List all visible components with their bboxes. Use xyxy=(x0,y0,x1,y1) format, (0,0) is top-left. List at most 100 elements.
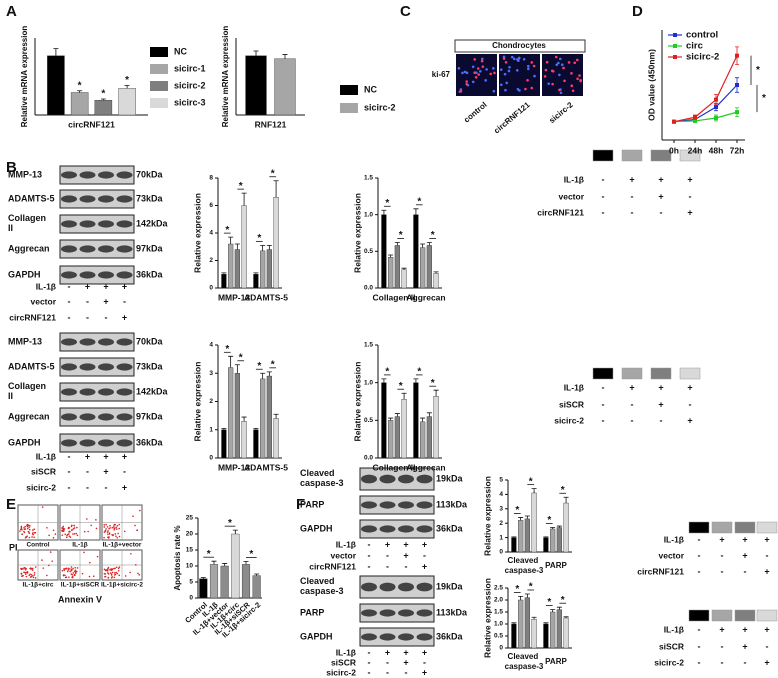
blot-band xyxy=(98,388,114,396)
blot-band xyxy=(361,474,377,484)
error-bar xyxy=(563,496,569,504)
point xyxy=(735,110,739,115)
legend-condition-sign: - xyxy=(689,399,692,409)
blot-label: GAPDH xyxy=(300,523,333,533)
y-tick-label: 25 xyxy=(186,515,194,522)
event xyxy=(31,536,33,538)
cell xyxy=(474,76,478,79)
event xyxy=(26,523,29,526)
legend-swatch xyxy=(679,149,701,162)
event xyxy=(65,567,68,570)
bar xyxy=(413,382,419,459)
y-tick-label: 1.0 xyxy=(364,379,373,386)
legend-marker xyxy=(673,44,677,48)
event xyxy=(75,532,78,535)
blot-band xyxy=(116,338,133,346)
y-tick-label: 6 xyxy=(209,202,213,209)
event xyxy=(21,533,23,535)
cell xyxy=(527,67,530,71)
event xyxy=(73,524,76,527)
legend-swatch xyxy=(734,521,756,534)
event xyxy=(95,519,97,521)
event xyxy=(33,528,36,530)
legend-condition-sign: - xyxy=(698,566,701,576)
bar xyxy=(381,214,387,289)
blot-kda: 36kDa xyxy=(436,523,464,533)
blot-band xyxy=(379,582,396,592)
legend-condition-sign: - xyxy=(602,174,605,184)
event xyxy=(52,529,55,532)
blot-kda: 36kDa xyxy=(136,269,164,279)
panel-letter: B xyxy=(6,159,17,176)
blot xyxy=(59,407,135,427)
condition-sign: - xyxy=(86,312,89,322)
bar xyxy=(388,257,394,289)
y-tick-label: 2 xyxy=(209,257,213,264)
blot-band xyxy=(61,439,77,447)
condition-sign: + xyxy=(385,539,390,549)
cell xyxy=(473,58,476,61)
blot-band xyxy=(79,195,96,203)
y-axis-label: Relative mRNA expression xyxy=(221,26,230,128)
bar xyxy=(253,429,259,459)
cell xyxy=(465,80,468,83)
legend-condition-sign: - xyxy=(631,191,634,201)
event xyxy=(34,531,37,534)
event xyxy=(23,571,25,574)
y-tick-label: 2 xyxy=(499,520,503,527)
blot-band xyxy=(79,245,96,253)
condition-label: siSCR xyxy=(31,466,56,476)
blot-band xyxy=(79,363,96,371)
cell xyxy=(515,69,519,72)
condition-label: vector xyxy=(30,296,56,306)
bar xyxy=(511,623,517,649)
condition-sign: - xyxy=(405,667,408,677)
event xyxy=(72,572,75,574)
cell xyxy=(562,66,565,70)
error-bar xyxy=(531,488,537,493)
event xyxy=(63,569,66,572)
blot-band xyxy=(361,501,377,509)
significance-label: * xyxy=(271,359,275,370)
event xyxy=(29,576,32,578)
legend-swatch xyxy=(592,367,614,380)
point xyxy=(735,53,739,58)
event xyxy=(109,524,111,527)
bar xyxy=(241,564,251,599)
bar xyxy=(209,564,219,599)
legend-condition-sign: + xyxy=(687,382,692,392)
legend-condition-label: IL-1β xyxy=(664,624,684,634)
cell xyxy=(570,72,573,75)
significance-label: * xyxy=(547,597,551,608)
legend-condition-sign: + xyxy=(719,624,724,634)
significance-label: * xyxy=(431,378,435,389)
event xyxy=(49,551,52,553)
error-bar xyxy=(394,242,400,246)
bar xyxy=(388,420,394,459)
legend-condition-sign: + xyxy=(742,624,747,634)
flow-y-label: PI xyxy=(9,542,18,552)
blot-band xyxy=(79,171,96,179)
blot xyxy=(59,433,135,453)
y-tick-label: 5 xyxy=(499,477,503,484)
significance-label: * xyxy=(762,93,766,104)
legend-condition-sign: - xyxy=(631,399,634,409)
series-line xyxy=(673,55,738,123)
cell xyxy=(457,66,461,70)
legend-swatch xyxy=(150,64,168,74)
flow-sample-label: IL-1β xyxy=(72,542,88,549)
blot xyxy=(59,265,135,285)
y-tick-label: 1.0 xyxy=(494,621,503,628)
event xyxy=(107,572,109,574)
event xyxy=(76,526,78,529)
event xyxy=(26,572,29,574)
legend-label: control xyxy=(686,30,718,41)
blot-band xyxy=(361,609,377,617)
condition-sign: + xyxy=(122,281,127,291)
legend-condition-sign: - xyxy=(766,641,769,651)
event xyxy=(69,570,71,573)
legend-condition-sign: - xyxy=(698,550,701,560)
error-bar xyxy=(531,616,537,620)
event xyxy=(20,573,23,575)
